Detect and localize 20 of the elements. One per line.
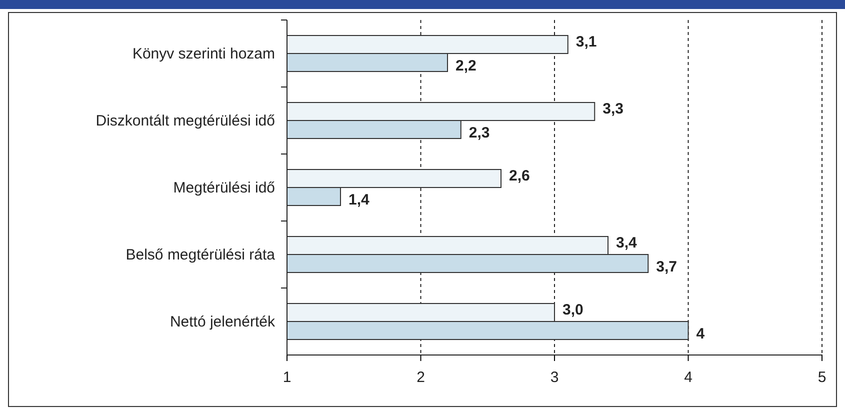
x-tick-label: 5 bbox=[818, 369, 826, 386]
y-tick-label: Megtérülési idő bbox=[173, 179, 275, 196]
data-label: 4 bbox=[696, 326, 706, 342]
x-tick-label: 2 bbox=[416, 369, 425, 386]
x-tick-label: 3 bbox=[550, 369, 559, 386]
y-tick-label: Belső megtérülési ráta bbox=[126, 246, 276, 264]
y-tick-label: Nettó jelenérték bbox=[170, 313, 276, 330]
y-tick-label: Könyv szerinti hozam bbox=[132, 45, 275, 62]
data-label: 2,6 bbox=[509, 168, 530, 184]
data-label: 1,4 bbox=[348, 192, 370, 208]
data-label: 3,4 bbox=[616, 234, 638, 252]
data-label: 3,0 bbox=[562, 302, 584, 318]
data-label: 3,7 bbox=[656, 258, 677, 276]
data-label: 3,1 bbox=[576, 34, 597, 50]
data-label: 2,3 bbox=[468, 124, 490, 142]
data-label: 3,3 bbox=[602, 100, 624, 118]
y-tick-label: Diszkontált megtérülési idő bbox=[96, 112, 275, 130]
x-tick-label: 1 bbox=[282, 369, 292, 386]
x-tick-label: 4 bbox=[684, 369, 692, 386]
data-label: 2,2 bbox=[456, 58, 476, 74]
